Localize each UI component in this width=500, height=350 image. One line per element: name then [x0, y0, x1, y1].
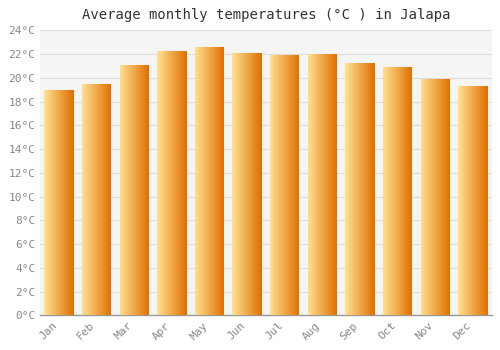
- Title: Average monthly temperatures (°C ) in Jalapa: Average monthly temperatures (°C ) in Ja…: [82, 8, 450, 22]
